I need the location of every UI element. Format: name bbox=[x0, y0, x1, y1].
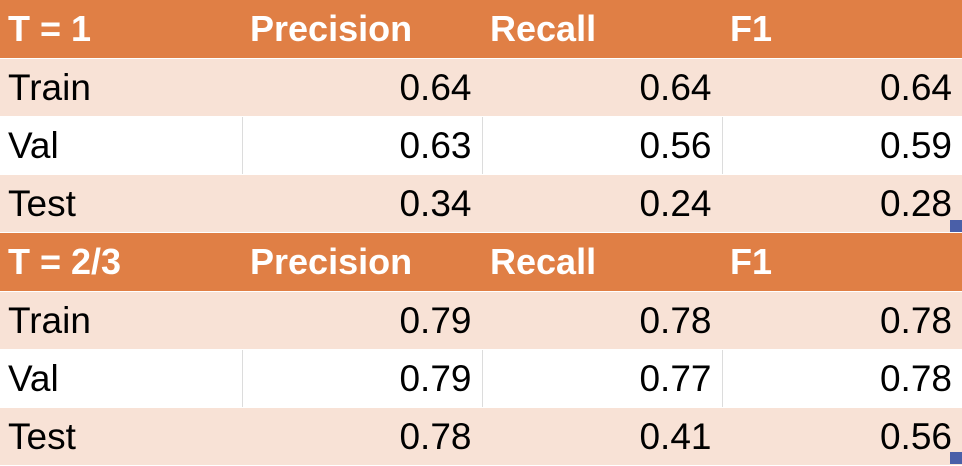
f1-cell[interactable]: 0.64 bbox=[722, 58, 962, 117]
table-row: Test 0.34 0.24 0.28 bbox=[0, 174, 962, 233]
recall-cell[interactable]: 0.41 bbox=[482, 407, 723, 466]
header-precision-cell[interactable]: Precision bbox=[242, 0, 482, 59]
f1-cell[interactable]: 0.59 bbox=[722, 116, 962, 175]
recall-cell[interactable]: 0.56 bbox=[482, 116, 723, 175]
precision-cell[interactable]: 0.78 bbox=[242, 407, 483, 466]
precision-cell[interactable]: 0.34 bbox=[242, 174, 483, 233]
table-title-cell[interactable]: T = 1 bbox=[0, 0, 242, 59]
fill-handle-icon[interactable] bbox=[950, 220, 962, 232]
row-label-cell[interactable]: Test bbox=[0, 407, 243, 466]
table-row: Train 0.79 0.78 0.78 bbox=[0, 291, 962, 350]
f1-cell[interactable]: 0.78 bbox=[722, 349, 962, 408]
table-row: Train 0.64 0.64 0.64 bbox=[0, 58, 962, 117]
row-label-cell[interactable]: Val bbox=[0, 116, 243, 175]
recall-cell[interactable]: 0.24 bbox=[482, 174, 723, 233]
row-label-cell[interactable]: Train bbox=[0, 291, 243, 350]
row-label-cell[interactable]: Train bbox=[0, 58, 243, 117]
precision-cell[interactable]: 0.79 bbox=[242, 291, 483, 350]
f1-cell[interactable]: 0.28 bbox=[722, 174, 962, 233]
table-row: Val 0.79 0.77 0.78 bbox=[0, 349, 962, 408]
header-f1-cell[interactable]: F1 bbox=[722, 0, 962, 59]
header-recall-cell[interactable]: Recall bbox=[482, 232, 722, 292]
f1-cell[interactable]: 0.56 bbox=[722, 407, 962, 466]
table-row: Test 0.78 0.41 0.56 bbox=[0, 407, 962, 466]
fill-handle-icon[interactable] bbox=[950, 452, 962, 464]
header-recall-cell[interactable]: Recall bbox=[482, 0, 722, 59]
table-title-cell[interactable]: T = 2/3 bbox=[0, 232, 242, 292]
header-row: T = 2/3 Precision Recall F1 bbox=[0, 232, 962, 292]
row-label-cell[interactable]: Val bbox=[0, 349, 243, 408]
table-row: Val 0.63 0.56 0.59 bbox=[0, 116, 962, 175]
f1-cell[interactable]: 0.78 bbox=[722, 291, 962, 350]
precision-cell[interactable]: 0.64 bbox=[242, 58, 483, 117]
row-label-cell[interactable]: Test bbox=[0, 174, 243, 233]
precision-cell[interactable]: 0.79 bbox=[242, 349, 483, 408]
recall-cell[interactable]: 0.78 bbox=[482, 291, 723, 350]
precision-cell[interactable]: 0.63 bbox=[242, 116, 483, 175]
recall-cell[interactable]: 0.64 bbox=[482, 58, 723, 117]
header-precision-cell[interactable]: Precision bbox=[242, 232, 482, 292]
recall-cell[interactable]: 0.77 bbox=[482, 349, 723, 408]
header-row: T = 1 Precision Recall F1 bbox=[0, 0, 962, 59]
header-f1-cell[interactable]: F1 bbox=[722, 232, 962, 292]
